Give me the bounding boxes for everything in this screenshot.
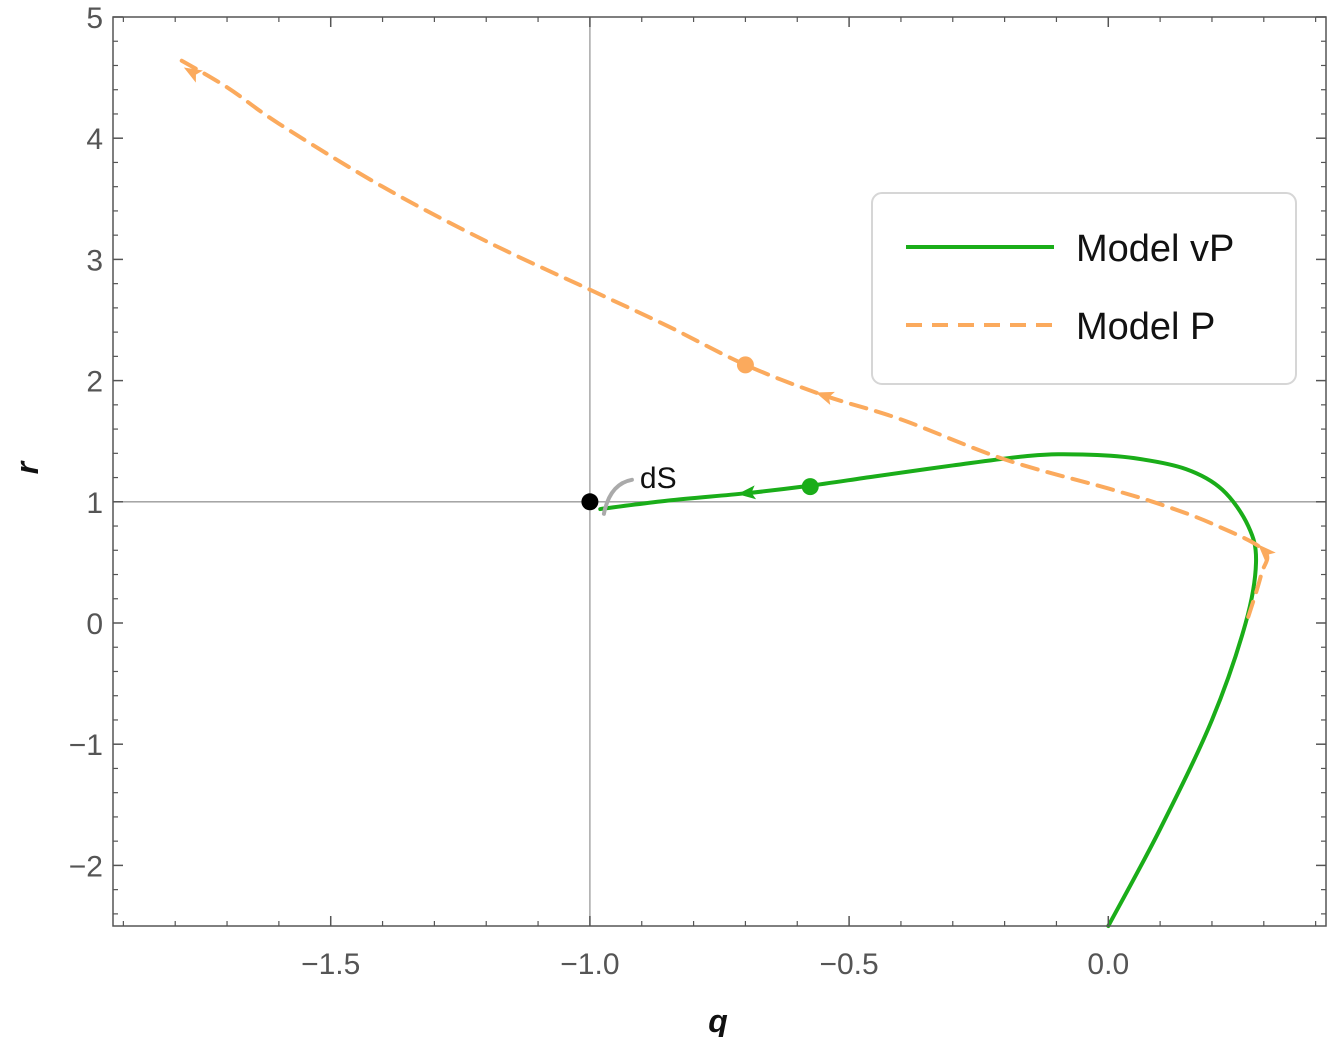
plot-frame (112, 16, 1327, 927)
series-line-model-vp (598, 452, 1259, 928)
series-curves (173, 54, 1270, 928)
series-point-model-p (736, 356, 754, 374)
x-tick-label: 0.0 (1087, 948, 1129, 981)
series-line-model-p (173, 54, 1270, 619)
legend-label-model-p: Model P (1076, 306, 1215, 348)
reference-lines (113, 17, 1326, 926)
x-tick-label: −0.5 (819, 948, 878, 981)
y-tick-label: 2 (86, 366, 103, 399)
series-point-model-vp (801, 478, 819, 496)
point-label-ds: dS (640, 462, 677, 495)
arrowhead-icon (183, 67, 203, 83)
y-tick-label: 5 (86, 2, 103, 35)
plot-border (112, 16, 1327, 927)
legend-box (871, 192, 1297, 385)
series-markers (183, 67, 1276, 563)
series-arrow-model-p (183, 67, 203, 83)
x-axis-title: q (708, 1003, 728, 1037)
y-tick-label: −1 (69, 729, 103, 762)
axis-ticks: −1.5 −1.0 −0.5 0.0 −2 −1 0 1 2 3 4 5 (69, 2, 1326, 981)
y-tick-label: 4 (86, 123, 103, 156)
x-tick-label: −1.5 (301, 948, 360, 981)
arrowhead-icon (737, 485, 757, 500)
series-arrow-model-p (815, 391, 835, 406)
series-arrow-model-p (1258, 544, 1276, 563)
y-tick-label: 1 (86, 487, 103, 520)
series-arrow-model-vp (737, 485, 757, 500)
point-marker-ds (581, 493, 599, 511)
y-tick-label: −2 (69, 850, 103, 883)
y-tick-label: 3 (86, 244, 103, 277)
y-axis-title: r (9, 460, 45, 474)
arrowhead-icon (1258, 544, 1276, 563)
legend: Model vP Model P (871, 192, 1297, 385)
x-tick-label: −1.0 (560, 948, 619, 981)
legend-label-model-vp: Model vP (1076, 228, 1234, 270)
point-annotations: dS (581, 462, 677, 516)
arrowhead-icon (815, 391, 835, 406)
y-tick-label: 0 (86, 608, 103, 641)
annotation-leader-line (601, 477, 634, 516)
